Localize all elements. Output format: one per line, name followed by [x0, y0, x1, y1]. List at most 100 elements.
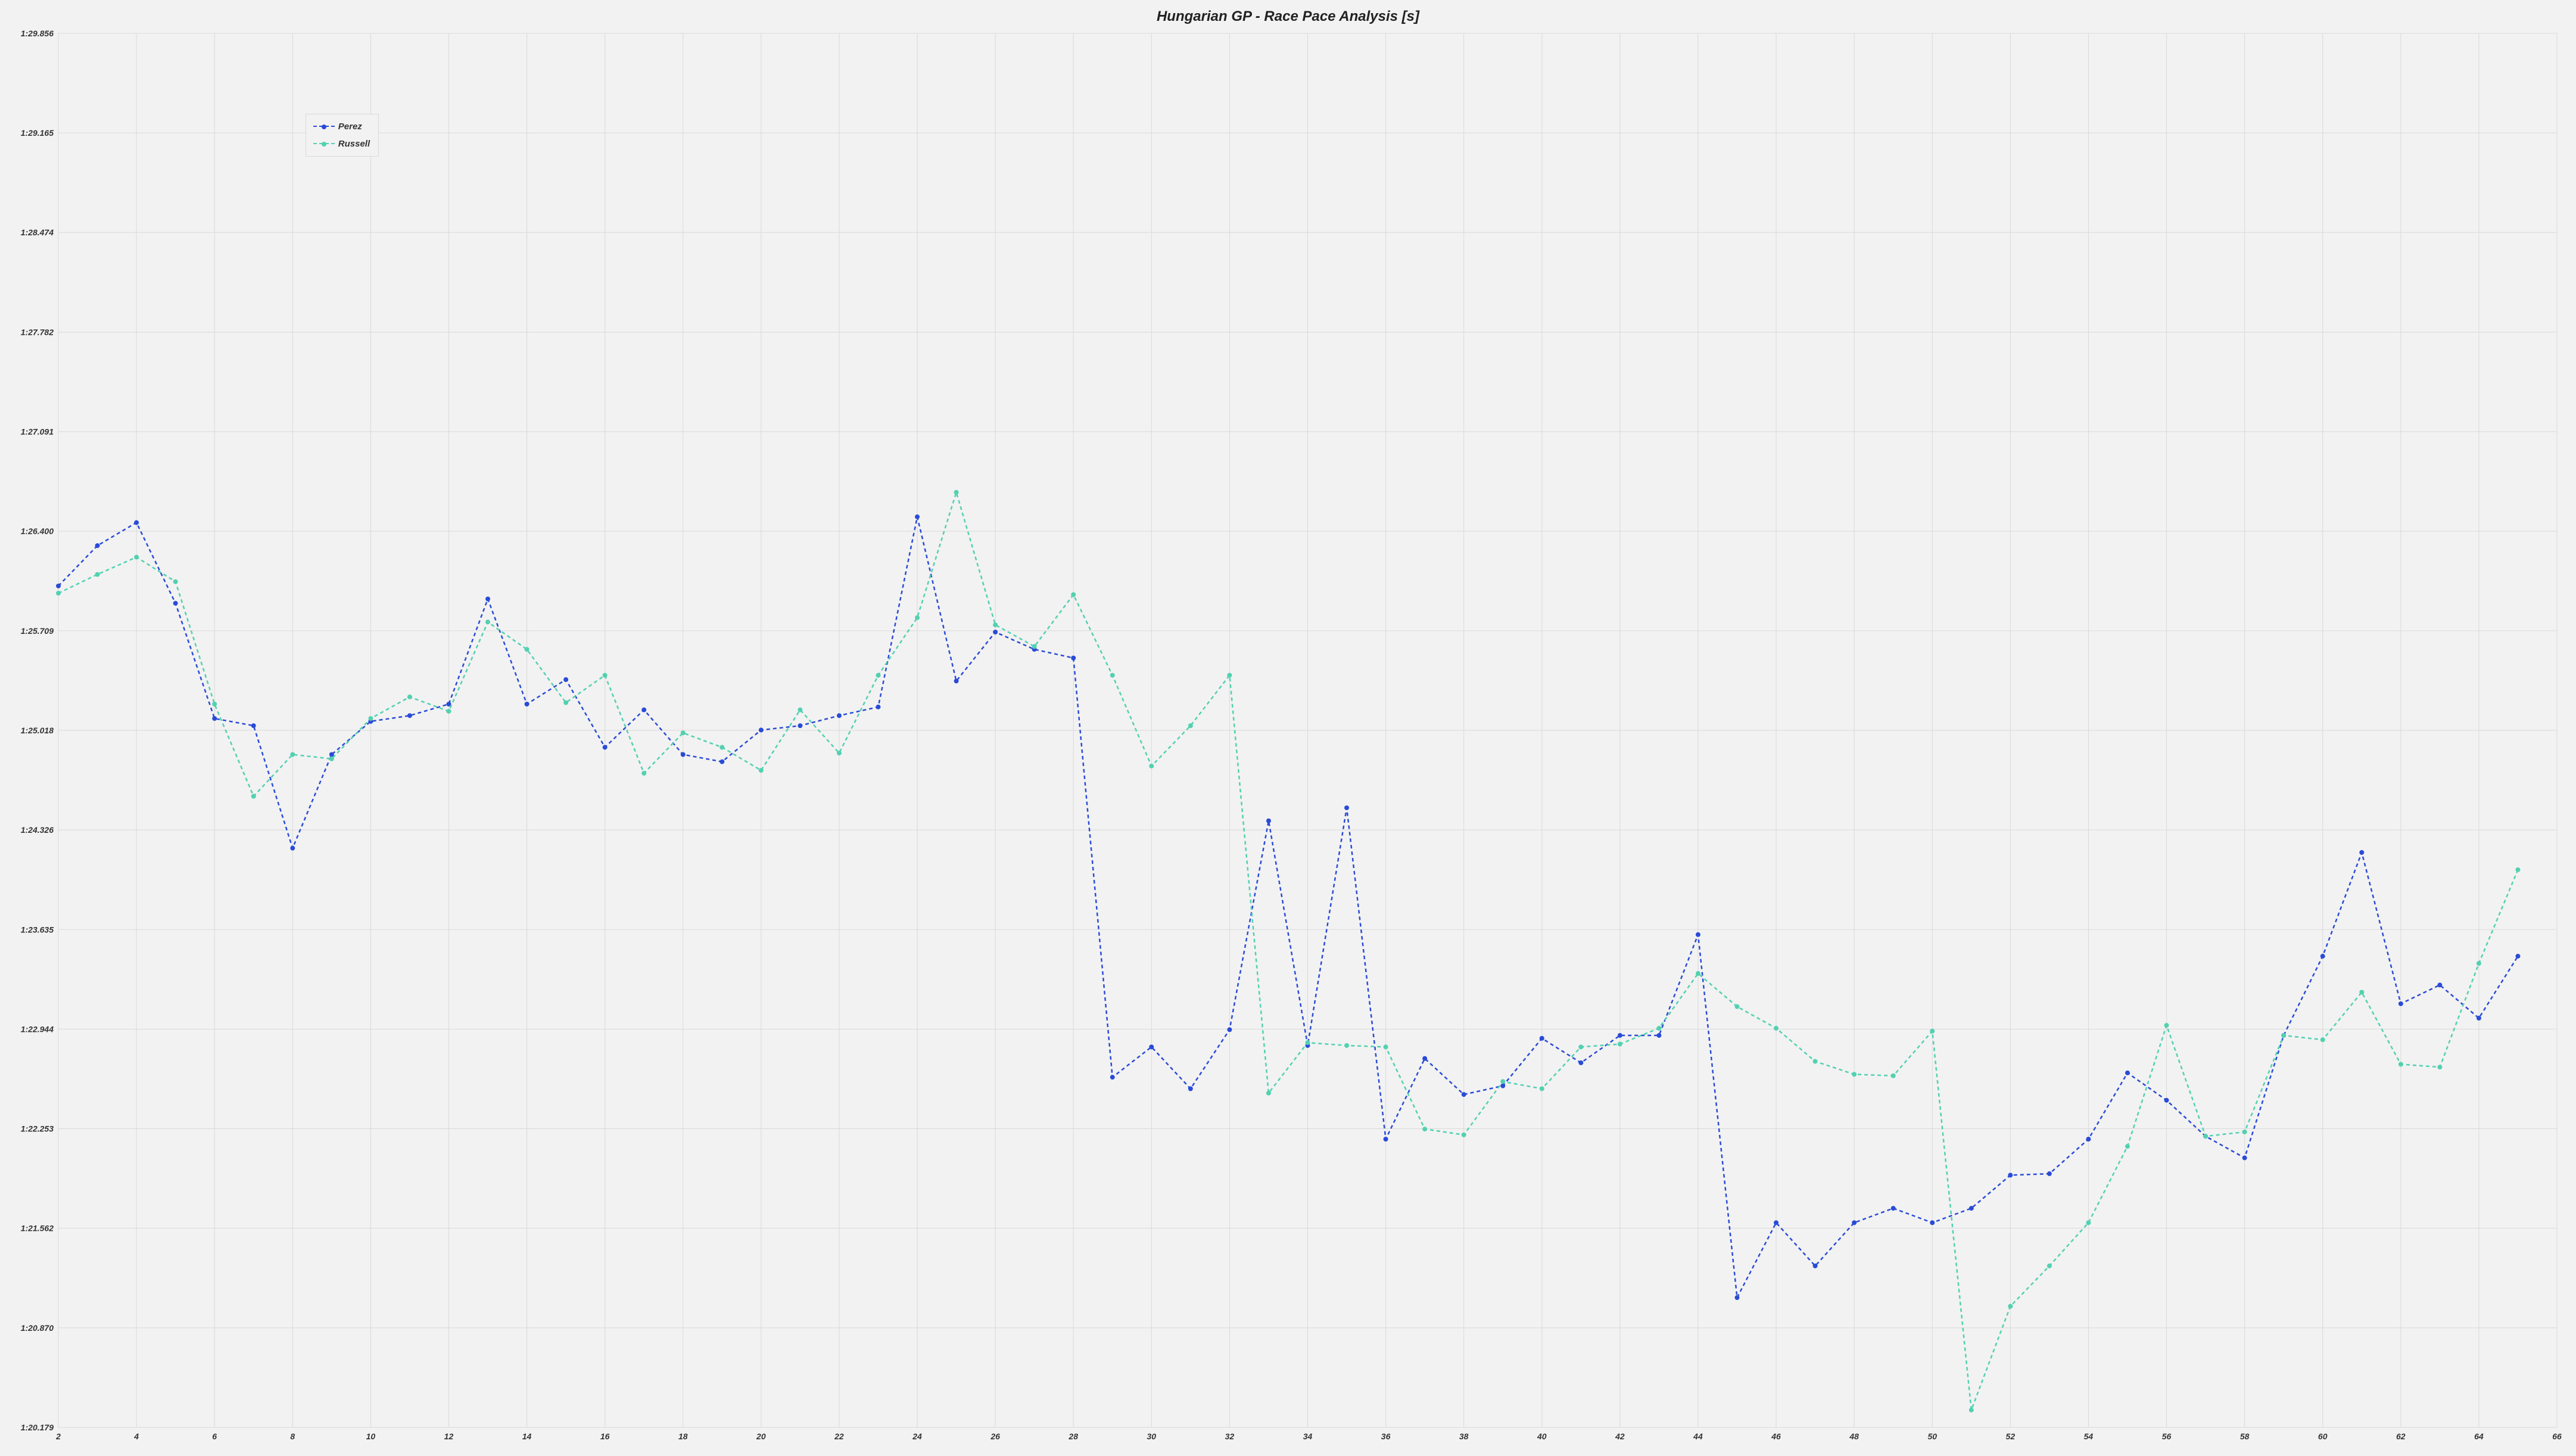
x-tick-label: 10: [366, 1432, 376, 1441]
legend-label: Russell: [338, 139, 370, 149]
series-marker-russell: [1500, 1079, 1505, 1084]
series-marker-russell: [1696, 971, 1700, 976]
series-marker-russell: [56, 591, 61, 596]
series-marker-perez: [1930, 1220, 1935, 1225]
series-marker-perez: [1344, 805, 1349, 810]
series-marker-russell: [915, 615, 920, 620]
x-tick-label: 56: [2162, 1432, 2172, 1441]
x-tick-label: 66: [2552, 1432, 2562, 1441]
series-marker-perez: [1696, 932, 1700, 937]
x-tick-label: 22: [834, 1432, 844, 1441]
x-tick-label: 40: [1537, 1432, 1547, 1441]
series-marker-russell: [1735, 1004, 1740, 1009]
series-marker-perez: [173, 601, 178, 606]
series-marker-perez: [2164, 1098, 2169, 1103]
y-tick-label: 1:20.870: [21, 1323, 54, 1333]
x-tick-label: 48: [1849, 1432, 1859, 1441]
series-marker-perez: [1462, 1092, 1466, 1097]
series-marker-perez: [525, 702, 529, 707]
x-tick-label: 62: [2396, 1432, 2406, 1441]
series-marker-russell: [329, 757, 334, 761]
series-marker-russell: [290, 752, 295, 757]
x-tick-label: 60: [2318, 1432, 2328, 1441]
series-marker-russell: [1813, 1059, 1818, 1064]
x-tick-label: 32: [1225, 1432, 1235, 1441]
series-marker-russell: [837, 751, 842, 755]
series-marker-russell: [993, 623, 998, 627]
series-marker-perez: [407, 713, 412, 718]
series-marker-russell: [1891, 1074, 1896, 1078]
x-tick-label: 26: [990, 1432, 1000, 1441]
series-marker-perez: [2242, 1156, 2247, 1161]
x-tick-label: 38: [1459, 1432, 1469, 1441]
series-marker-perez: [1188, 1087, 1193, 1091]
series-marker-russell: [2281, 1033, 2286, 1038]
series-marker-russell: [2320, 1037, 2325, 1042]
x-tick-label: 12: [444, 1432, 454, 1441]
series-marker-perez: [1422, 1056, 1427, 1061]
x-tick-label: 34: [1303, 1432, 1313, 1441]
series-marker-russell: [2008, 1304, 2013, 1309]
series-marker-perez: [290, 846, 295, 851]
series-marker-russell: [1578, 1044, 1583, 1049]
series-marker-russell: [563, 700, 568, 705]
legend-label: Perez: [338, 122, 362, 132]
series-marker-perez: [95, 543, 100, 548]
x-tick-label: 46: [1771, 1432, 1781, 1441]
series-marker-russell: [1110, 673, 1115, 678]
y-tick-label: 1:28.474: [21, 228, 54, 237]
series-marker-russell: [1969, 1408, 1974, 1413]
series-marker-perez: [1149, 1044, 1154, 1049]
series-marker-perez: [2399, 1001, 2403, 1006]
series-marker-russell: [2086, 1220, 2091, 1225]
series-marker-russell: [134, 555, 139, 559]
series-marker-perez: [1578, 1060, 1583, 1065]
legend-item-perez: Perez: [312, 118, 371, 135]
series-marker-perez: [251, 723, 256, 728]
series-marker-perez: [954, 679, 959, 683]
series-marker-russell: [1852, 1072, 1857, 1077]
y-tick-label: 1:26.400: [21, 527, 54, 536]
series-marker-perez: [56, 584, 61, 589]
x-tick-label: 28: [1068, 1432, 1078, 1441]
x-tick-label: 44: [1693, 1432, 1703, 1441]
series-marker-russell: [1032, 644, 1037, 649]
series-marker-russell: [368, 716, 373, 721]
series-marker-russell: [95, 572, 100, 577]
series-marker-perez: [798, 723, 802, 728]
legend: Perez Russell: [306, 114, 379, 157]
series-marker-perez: [2359, 850, 2364, 855]
series-marker-perez: [134, 520, 139, 525]
x-tick-label: 30: [1147, 1432, 1157, 1441]
series-marker-russell: [1188, 723, 1193, 728]
y-tick-label: 1:23.635: [21, 925, 54, 934]
x-tick-label: 24: [912, 1432, 922, 1441]
series-marker-russell: [1462, 1133, 1466, 1137]
series-marker-perez: [876, 705, 880, 710]
series-marker-perez: [2477, 1016, 2481, 1021]
series-marker-russell: [1540, 1087, 1544, 1091]
x-tick-label: 64: [2474, 1432, 2484, 1441]
x-tick-label: 16: [600, 1432, 610, 1441]
series-marker-perez: [1656, 1033, 1661, 1038]
x-tick-label: 2: [55, 1432, 61, 1441]
series-marker-perez: [603, 745, 608, 749]
x-tick-label: 14: [522, 1432, 532, 1441]
series-marker-russell: [446, 709, 451, 714]
series-marker-perez: [1774, 1220, 1778, 1225]
series-marker-perez: [1540, 1036, 1544, 1041]
x-tick-label: 18: [678, 1432, 688, 1441]
x-tick-label: 20: [756, 1432, 766, 1441]
y-tick-label: 1:29.856: [21, 29, 54, 38]
series-marker-perez: [1227, 1027, 1232, 1032]
series-marker-russell: [2399, 1062, 2403, 1066]
series-marker-perez: [1500, 1084, 1505, 1088]
series-marker-perez: [681, 752, 686, 757]
series-line-perez: [58, 517, 2518, 1298]
x-tick-label: 52: [2006, 1432, 2016, 1441]
series-marker-russell: [2125, 1144, 2130, 1149]
x-tick-label: 6: [212, 1432, 217, 1441]
series-marker-perez: [2086, 1137, 2091, 1141]
series-marker-russell: [2242, 1130, 2247, 1134]
y-tick-label: 1:27.782: [21, 328, 54, 337]
